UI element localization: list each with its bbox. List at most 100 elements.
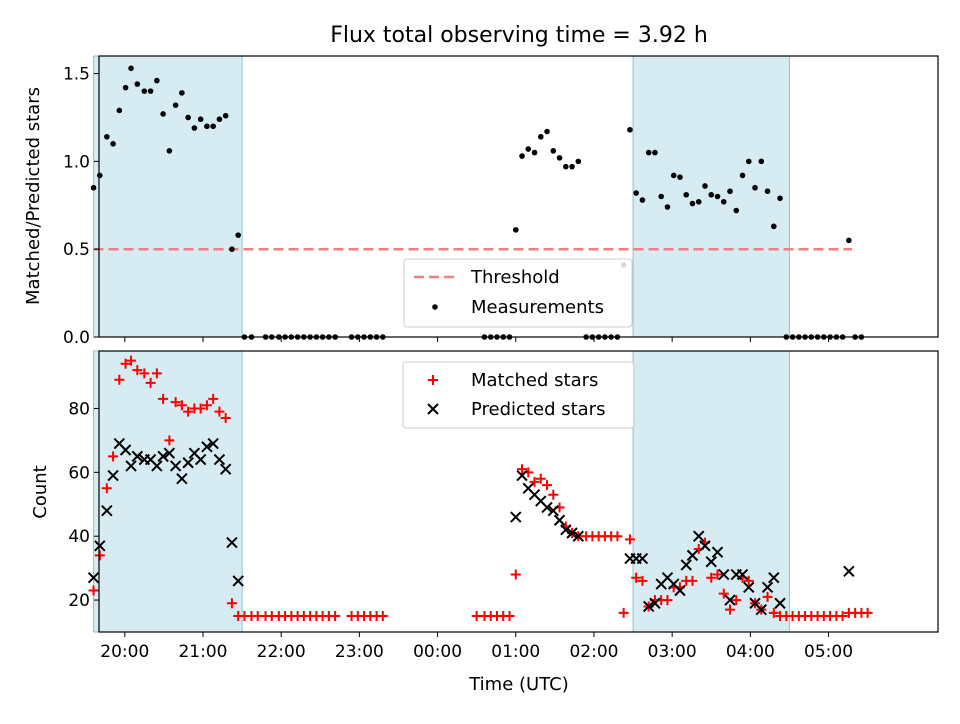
measurement-point bbox=[512, 227, 519, 233]
legend-predicted-label: Predicted stars bbox=[471, 399, 605, 420]
measurement-point bbox=[664, 204, 671, 210]
measurement-point bbox=[134, 81, 141, 87]
matched-star-point bbox=[542, 480, 553, 491]
measurement-point bbox=[708, 191, 715, 198]
x-tick-label: 01:00 bbox=[491, 642, 540, 662]
predicted-star-point bbox=[163, 447, 176, 459]
measurement-point bbox=[758, 158, 765, 165]
matched-star-point bbox=[151, 368, 162, 379]
measurement-point bbox=[720, 198, 727, 205]
predicted-star-point bbox=[693, 530, 705, 542]
x-tick-label: 05:00 bbox=[804, 642, 853, 662]
predicted-star-point bbox=[636, 552, 649, 565]
measurement-point bbox=[677, 174, 683, 180]
predicted-star-point bbox=[705, 556, 717, 568]
matched-star-point bbox=[201, 400, 212, 411]
measurement-point bbox=[846, 237, 852, 244]
top-y-axis-label: Matched/Predicted stars bbox=[23, 87, 44, 305]
matched-star-point bbox=[712, 569, 723, 580]
measurement-point bbox=[235, 232, 241, 238]
predicted-star-point bbox=[755, 603, 767, 616]
measurement-point bbox=[575, 158, 582, 165]
matched-star-point bbox=[725, 604, 736, 615]
matched-star-point bbox=[94, 550, 105, 561]
x-tick-label: 23:00 bbox=[335, 642, 384, 662]
measurement-point bbox=[739, 172, 746, 179]
matched-star-point bbox=[618, 607, 629, 618]
axes-frame bbox=[98, 350, 939, 633]
measurement-point bbox=[563, 163, 569, 170]
measurement-point bbox=[90, 184, 97, 191]
predicted-star-point bbox=[119, 444, 132, 456]
predicted-star-point bbox=[157, 450, 169, 463]
measurement-point bbox=[714, 193, 721, 200]
y-tick-label: 1.5 bbox=[63, 65, 90, 85]
predicted-star-point bbox=[169, 460, 182, 472]
measurement-point bbox=[695, 198, 702, 205]
matched-star-point bbox=[706, 572, 717, 583]
matched-star-point bbox=[139, 368, 150, 379]
measurement-point bbox=[191, 125, 198, 131]
matched-star-point bbox=[183, 406, 194, 417]
measurement-point bbox=[166, 148, 173, 154]
legend-predicted-swatch bbox=[427, 403, 439, 415]
predicted-star-point bbox=[151, 460, 163, 472]
measurement-point bbox=[733, 207, 740, 214]
y-tick-label: 20 bbox=[68, 591, 90, 611]
matched-star-point bbox=[504, 611, 515, 622]
measurement-point bbox=[525, 146, 532, 152]
matched-star-point bbox=[220, 413, 231, 424]
measurement-point bbox=[172, 102, 179, 108]
measurement-point bbox=[683, 191, 690, 198]
measurement-point bbox=[531, 149, 538, 156]
chart-title: Flux total observing time = 3.92 h bbox=[330, 23, 708, 48]
bottom-panel: 20 40 60 80 20:00 21:00 22:00 23:00 00:00 01:00 02… bbox=[68, 350, 939, 662]
measurement-point bbox=[96, 172, 103, 179]
y-tick-label: 0.0 bbox=[63, 328, 90, 348]
matched-star-point bbox=[176, 400, 187, 411]
predicted-star-point bbox=[125, 460, 137, 472]
measurement-point bbox=[197, 116, 204, 123]
measurement-point bbox=[210, 123, 216, 130]
matched-star-point bbox=[768, 607, 779, 618]
y-tick-label: 80 bbox=[68, 399, 90, 419]
predicted-star-point bbox=[226, 536, 238, 549]
measurement-point bbox=[689, 200, 696, 207]
predicted-star-point bbox=[736, 568, 749, 581]
predicted-star-point bbox=[131, 450, 144, 463]
x-tick-label: 20:00 bbox=[100, 642, 149, 662]
matched-star-point bbox=[114, 374, 125, 385]
predicted-star-point bbox=[553, 514, 566, 526]
measurement-point bbox=[544, 128, 550, 135]
predicted-star-point bbox=[718, 568, 730, 581]
measurement-point bbox=[229, 246, 235, 252]
predicted-star-point bbox=[101, 504, 113, 517]
predicted-star-point bbox=[680, 559, 692, 571]
matched-star-point bbox=[214, 406, 225, 417]
x-axis-label: Time (UTC) bbox=[468, 674, 569, 695]
matched-star-point bbox=[743, 575, 754, 586]
matched-star-point bbox=[529, 476, 540, 487]
measurement-point bbox=[658, 193, 665, 200]
matched-star-point bbox=[170, 397, 181, 408]
predicted-star-point bbox=[541, 501, 553, 514]
measurement-point bbox=[128, 65, 134, 72]
measurement-point bbox=[670, 172, 677, 179]
legend-box bbox=[403, 258, 633, 328]
legend-matched-label: Matched stars bbox=[471, 370, 598, 391]
x-tick-label: 00:00 bbox=[413, 642, 462, 662]
matched-star-point bbox=[762, 591, 773, 602]
measurement-point bbox=[216, 116, 223, 123]
legend-measurement-label: Measurements bbox=[471, 297, 604, 318]
matched-star-point bbox=[535, 473, 546, 484]
predicted-star-point bbox=[201, 441, 213, 453]
predicted-star-point bbox=[94, 540, 106, 552]
measurement-point bbox=[550, 148, 557, 154]
measurement-point bbox=[185, 114, 191, 121]
predicted-star-point bbox=[686, 549, 699, 562]
predicted-star-point bbox=[843, 565, 855, 578]
y-tick-label: 1.0 bbox=[63, 152, 90, 172]
predicted-star-point bbox=[176, 473, 188, 485]
predicted-star-point bbox=[560, 524, 572, 536]
